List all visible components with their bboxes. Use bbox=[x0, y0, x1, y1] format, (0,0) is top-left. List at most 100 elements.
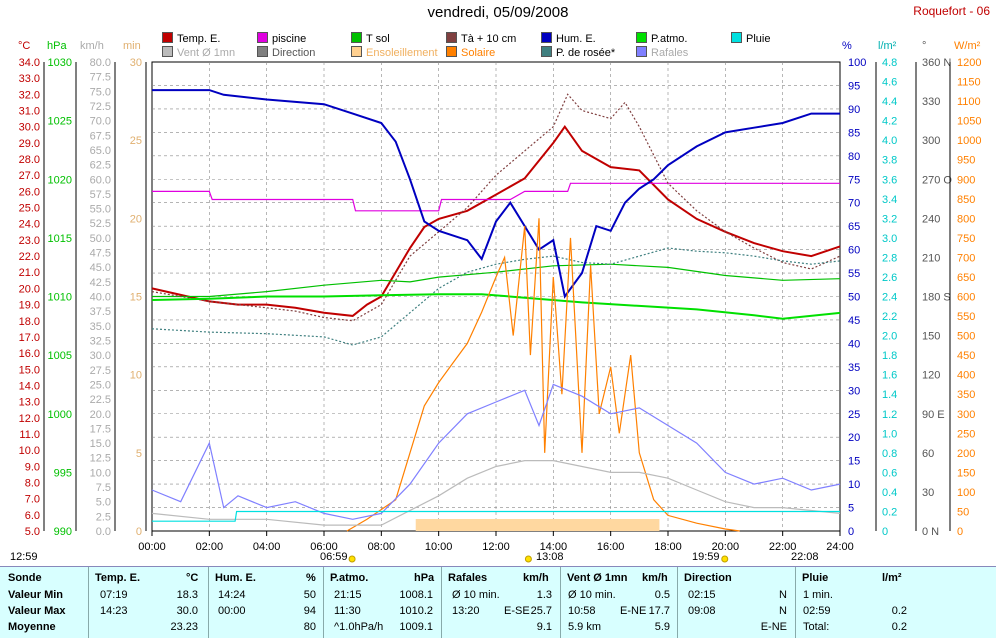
solar-tick-label: 1200 bbox=[957, 57, 981, 69]
series-line bbox=[151, 247, 841, 346]
solar-tick-label: 800 bbox=[957, 213, 975, 225]
summary-row-label: Valeur Max bbox=[8, 605, 66, 617]
pressure-tick-label: 995 bbox=[54, 467, 72, 479]
summary-temp-time: 14:23 bbox=[100, 605, 128, 617]
direction-tick-label: 240 bbox=[922, 213, 940, 225]
summary-header-patmo-unit: hPa bbox=[414, 572, 435, 584]
legend-hum: Hum. E. bbox=[541, 32, 596, 45]
summary-rafales-time: 13:20 bbox=[452, 605, 480, 617]
rain-tick-label: 2.0 bbox=[882, 331, 897, 343]
solar-noon-label: 13:08 bbox=[536, 551, 564, 563]
summary-row-label: Valeur Min bbox=[8, 589, 64, 601]
sun-tick-label: 5 bbox=[136, 448, 142, 460]
summary-vent-value: 17.7 bbox=[648, 605, 670, 617]
summary-patmo-time: ^1.0hPa/h bbox=[334, 621, 384, 633]
wind-tick-label: 10.0 bbox=[90, 467, 111, 479]
humidity-tick-label: 65 bbox=[848, 221, 860, 233]
wind-tick-label: 5.0 bbox=[96, 497, 111, 509]
unit-wind: km/h bbox=[80, 40, 104, 52]
legend-swatch bbox=[257, 46, 268, 57]
legend-direction: Direction bbox=[257, 46, 315, 59]
direction-tick-label: 90 E bbox=[922, 409, 945, 421]
legend-label: Hum. E. bbox=[556, 33, 596, 45]
temp-tick-label: 11.0 bbox=[19, 429, 40, 441]
pressure-tick-label: 1015 bbox=[48, 233, 72, 245]
humidity-tick-label: 25 bbox=[848, 409, 860, 421]
humidity-tick-label: 80 bbox=[848, 151, 860, 163]
sun-tick-label: 20 bbox=[130, 213, 142, 225]
wind-tick-label: 40.0 bbox=[90, 292, 111, 304]
x-tick-label: 00:00 bbox=[138, 541, 166, 553]
wind-tick-label: 77.5 bbox=[90, 72, 111, 84]
legend-swatch bbox=[446, 32, 457, 43]
wind-tick-label: 22.5 bbox=[90, 394, 111, 406]
sunset-label: 19:59 bbox=[692, 551, 720, 563]
direction-tick-label: 300 bbox=[922, 135, 940, 147]
rain-tick-label: 0.4 bbox=[882, 487, 897, 499]
solar-tick-label: 650 bbox=[957, 272, 975, 284]
humidity-tick-label: 40 bbox=[848, 338, 860, 350]
wind-tick-label: 37.5 bbox=[90, 306, 111, 318]
temp-tick-label: 20.0 bbox=[19, 283, 40, 295]
wind-tick-label: 42.5 bbox=[90, 277, 111, 289]
humidity-tick-label: 90 bbox=[848, 104, 860, 116]
unit-humidity: % bbox=[842, 40, 852, 52]
solar-tick-label: 450 bbox=[957, 350, 975, 362]
summary-vent-direction: E-NE bbox=[620, 605, 647, 617]
wind-tick-label: 52.5 bbox=[90, 218, 111, 230]
summary-header-temp: Temp. E. bbox=[95, 572, 141, 584]
legend-label: Temp. E. bbox=[177, 33, 221, 45]
temp-tick-label: 33.0 bbox=[19, 73, 40, 85]
x-tick-label: 16:00 bbox=[597, 541, 625, 553]
humidity-tick-label: 35 bbox=[848, 362, 860, 374]
sun-tick-label: 30 bbox=[130, 57, 142, 69]
summary-direction-value: N bbox=[779, 605, 787, 617]
rain-tick-label: 1.8 bbox=[882, 350, 897, 362]
summary-row-label: Moyenne bbox=[8, 621, 56, 633]
series-line bbox=[152, 510, 840, 522]
summary-pluie-time: 1 min. bbox=[803, 589, 833, 601]
summary-divider bbox=[208, 567, 209, 638]
direction-tick-label: 120 bbox=[922, 370, 940, 382]
series-line bbox=[151, 124, 841, 317]
series-line bbox=[151, 293, 841, 320]
solar-tick-label: 500 bbox=[957, 331, 975, 343]
summary-header-vent-unit: km/h bbox=[642, 572, 668, 584]
summary-rafales-value: 9.1 bbox=[536, 621, 552, 633]
temp-tick-label: 12.0 bbox=[19, 413, 40, 425]
rain-tick-label: 1.6 bbox=[882, 370, 897, 382]
summary-patmo-time: 21:15 bbox=[334, 589, 362, 601]
temp-tick-label: 13.0 bbox=[19, 397, 40, 409]
wind-tick-label: 25.0 bbox=[90, 379, 111, 391]
legend-label: P. de rosée* bbox=[556, 47, 616, 59]
legend-swatch bbox=[541, 46, 552, 57]
summary-header-pluie: Pluie bbox=[802, 572, 829, 584]
summary-pluie-time: Total: bbox=[803, 621, 830, 633]
summary-vent-time: 5.9 km bbox=[568, 621, 602, 633]
humidity-tick-label: 60 bbox=[848, 245, 860, 257]
series-line bbox=[151, 383, 841, 520]
legend-label: T sol bbox=[366, 33, 390, 45]
wind-tick-label: 70.0 bbox=[90, 116, 111, 128]
humidity-tick-label: 70 bbox=[848, 198, 860, 210]
pressure-tick-label: 1005 bbox=[48, 350, 72, 362]
x-tick-label: 14:00 bbox=[540, 541, 568, 553]
summary-temp-value: 18.3 bbox=[176, 589, 198, 601]
summary-divider bbox=[88, 567, 89, 638]
rain-tick-label: 2.8 bbox=[882, 252, 897, 264]
x-tick-label: 04:00 bbox=[253, 541, 281, 553]
temp-tick-label: 16.0 bbox=[19, 348, 40, 360]
direction-tick-label: 150 bbox=[922, 331, 940, 343]
chart-title: vendredi, 05/09/2008 bbox=[427, 4, 569, 21]
x-tick-label: 18:00 bbox=[654, 541, 682, 553]
solar-tick-label: 850 bbox=[957, 194, 975, 206]
sun-tick-label: 25 bbox=[130, 135, 142, 147]
legend-pluie: Pluie bbox=[731, 32, 770, 45]
legend-ensoleillement: Ensoleillement bbox=[351, 46, 439, 59]
x-tick-label: 12:00 bbox=[482, 541, 510, 553]
temp-tick-label: 6.0 bbox=[25, 510, 40, 522]
legend-swatch bbox=[162, 46, 173, 57]
summary-temp-value: 23.23 bbox=[170, 621, 198, 633]
legend-label: Direction bbox=[272, 47, 316, 59]
unit-pressure: hPa bbox=[47, 40, 67, 52]
